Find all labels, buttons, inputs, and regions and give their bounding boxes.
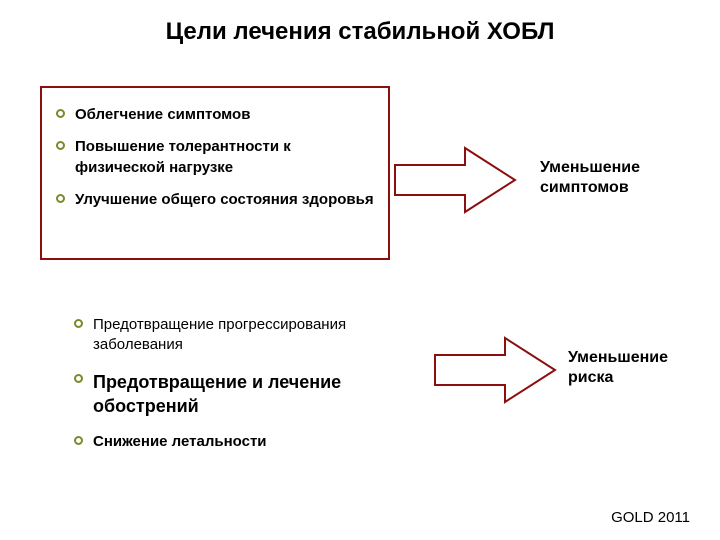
goals-box-1: Облегчение симптомов Повышение толерантн… bbox=[40, 86, 390, 260]
outcome-label-2: Уменьшение риска bbox=[568, 348, 668, 388]
bullet-icon bbox=[74, 319, 83, 328]
bullet-icon bbox=[56, 141, 65, 150]
arrow-icon bbox=[390, 140, 520, 220]
bullet-icon bbox=[74, 436, 83, 445]
list-item: Снижение летальности bbox=[74, 432, 426, 452]
list-item: Облегчение симптомов bbox=[56, 105, 374, 125]
item-text: Улучшение общего состояния здоровья bbox=[75, 190, 374, 210]
outcome-line: Уменьшение bbox=[568, 349, 668, 366]
page-title: Цели лечения стабильной ХОБЛ bbox=[0, 18, 720, 46]
outcome-label-1: Уменьшение симптомов bbox=[540, 158, 640, 198]
bullet-icon bbox=[74, 374, 83, 383]
outcome-line: Уменьшение bbox=[540, 159, 640, 176]
outcome-line: риска bbox=[568, 369, 613, 386]
list-item: Предотвращение прогрессирования заболева… bbox=[74, 315, 426, 356]
item-text: Снижение летальности bbox=[93, 432, 426, 452]
bullet-icon bbox=[56, 109, 65, 118]
footer-citation: GOLD 2011 bbox=[611, 509, 690, 526]
item-text: Повышение толерантности к физической наг… bbox=[75, 137, 374, 178]
list-item: Улучшение общего состояния здоровья bbox=[56, 190, 374, 210]
list-item: Повышение толерантности к физической наг… bbox=[56, 137, 374, 178]
item-text: Облегчение симптомов bbox=[75, 105, 374, 125]
item-text: Предотвращение и лечение обострений bbox=[93, 370, 426, 419]
list-item: Предотвращение и лечение обострений bbox=[74, 370, 426, 419]
outcome-line: симптомов bbox=[540, 179, 629, 196]
bullet-icon bbox=[56, 194, 65, 203]
item-text: Предотвращение прогрессирования заболева… bbox=[93, 315, 426, 356]
arrow-icon bbox=[430, 330, 560, 410]
goals-box-2: Предотвращение прогрессирования заболева… bbox=[60, 300, 440, 471]
